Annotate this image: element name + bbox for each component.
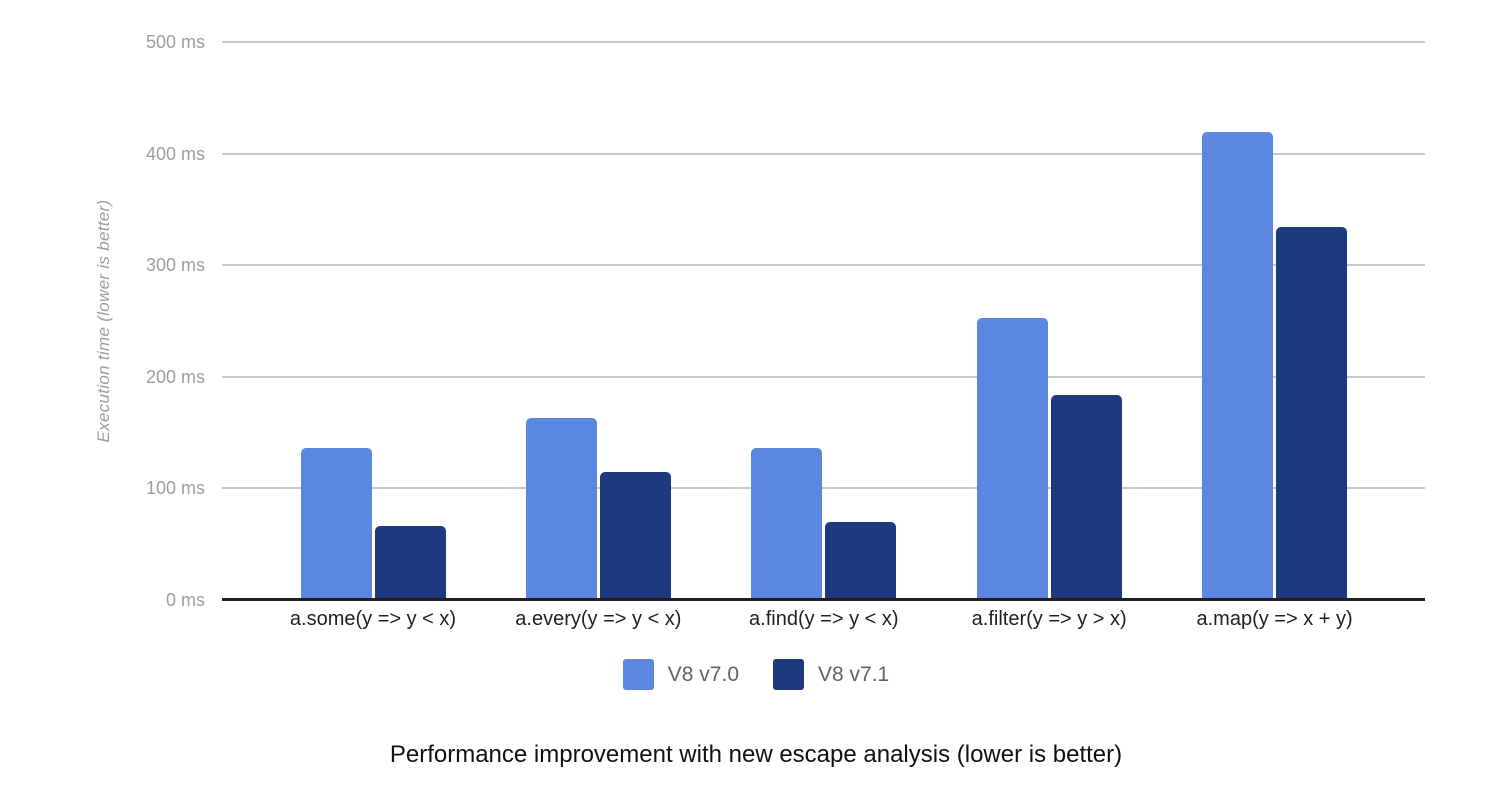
bar-v8-v7.0-group-2	[525, 418, 597, 600]
plot-area	[222, 41, 1425, 601]
gridline-300	[222, 264, 1425, 267]
chart-title: Performance improvement with new escape …	[389, 741, 1123, 768]
y-tick-label-0: 0 ms	[165, 590, 205, 610]
legend-swatch-icon	[773, 659, 804, 690]
bar-v8-v7.0-group-3	[751, 448, 823, 600]
legend: V8 v7.0 V8 v7.1	[0, 659, 1512, 690]
gridline-500	[222, 41, 1425, 43]
bar-v8-v7.1-group-2	[599, 471, 671, 600]
x-axis-label-5: a.map(y => x + y)	[1196, 608, 1353, 630]
y-tick-label-500: 500 ms	[145, 32, 205, 52]
y-tick-label-400: 400 ms	[145, 143, 205, 164]
bar-v8-v7.0-group-5	[1202, 132, 1274, 600]
y-tick-label-100: 100 ms	[145, 478, 205, 499]
x-axis-label-4: a.filter(y => y > x)	[971, 608, 1127, 630]
x-axis-label-2: a.every(y => y < x)	[515, 608, 682, 630]
legend-label: V8 v7.0	[667, 662, 739, 686]
y-axis-title: Execution time (lower is better)	[94, 199, 113, 443]
gridline-200	[222, 375, 1425, 378]
bar-v8-v7.1-group-3	[825, 521, 897, 600]
gridline-100	[222, 487, 1425, 490]
x-axis-baseline	[222, 598, 1425, 601]
bar-v8-v7.0-group-4	[976, 317, 1048, 600]
x-axis-label-1: a.some(y => y < x)	[289, 608, 457, 630]
legend-item-v8-v7.1: V8 v7.1	[773, 659, 889, 690]
gridline-400	[222, 152, 1425, 155]
legend-label: V8 v7.1	[818, 662, 890, 686]
bar-v8-v7.1-group-5	[1276, 227, 1348, 600]
x-axis-label-3: a.find(y => y < x)	[749, 608, 899, 630]
y-tick-label-200: 200 ms	[145, 366, 205, 387]
bar-v8-v7.1-group-1	[374, 526, 446, 600]
bar-v8-v7.0-group-1	[300, 448, 372, 600]
y-tick-label-300: 300 ms	[145, 255, 205, 276]
bar-v8-v7.1-group-4	[1050, 394, 1122, 600]
legend-swatch-icon	[622, 659, 654, 690]
legend-item-v8-v7.0: V8 v7.0	[622, 659, 739, 690]
